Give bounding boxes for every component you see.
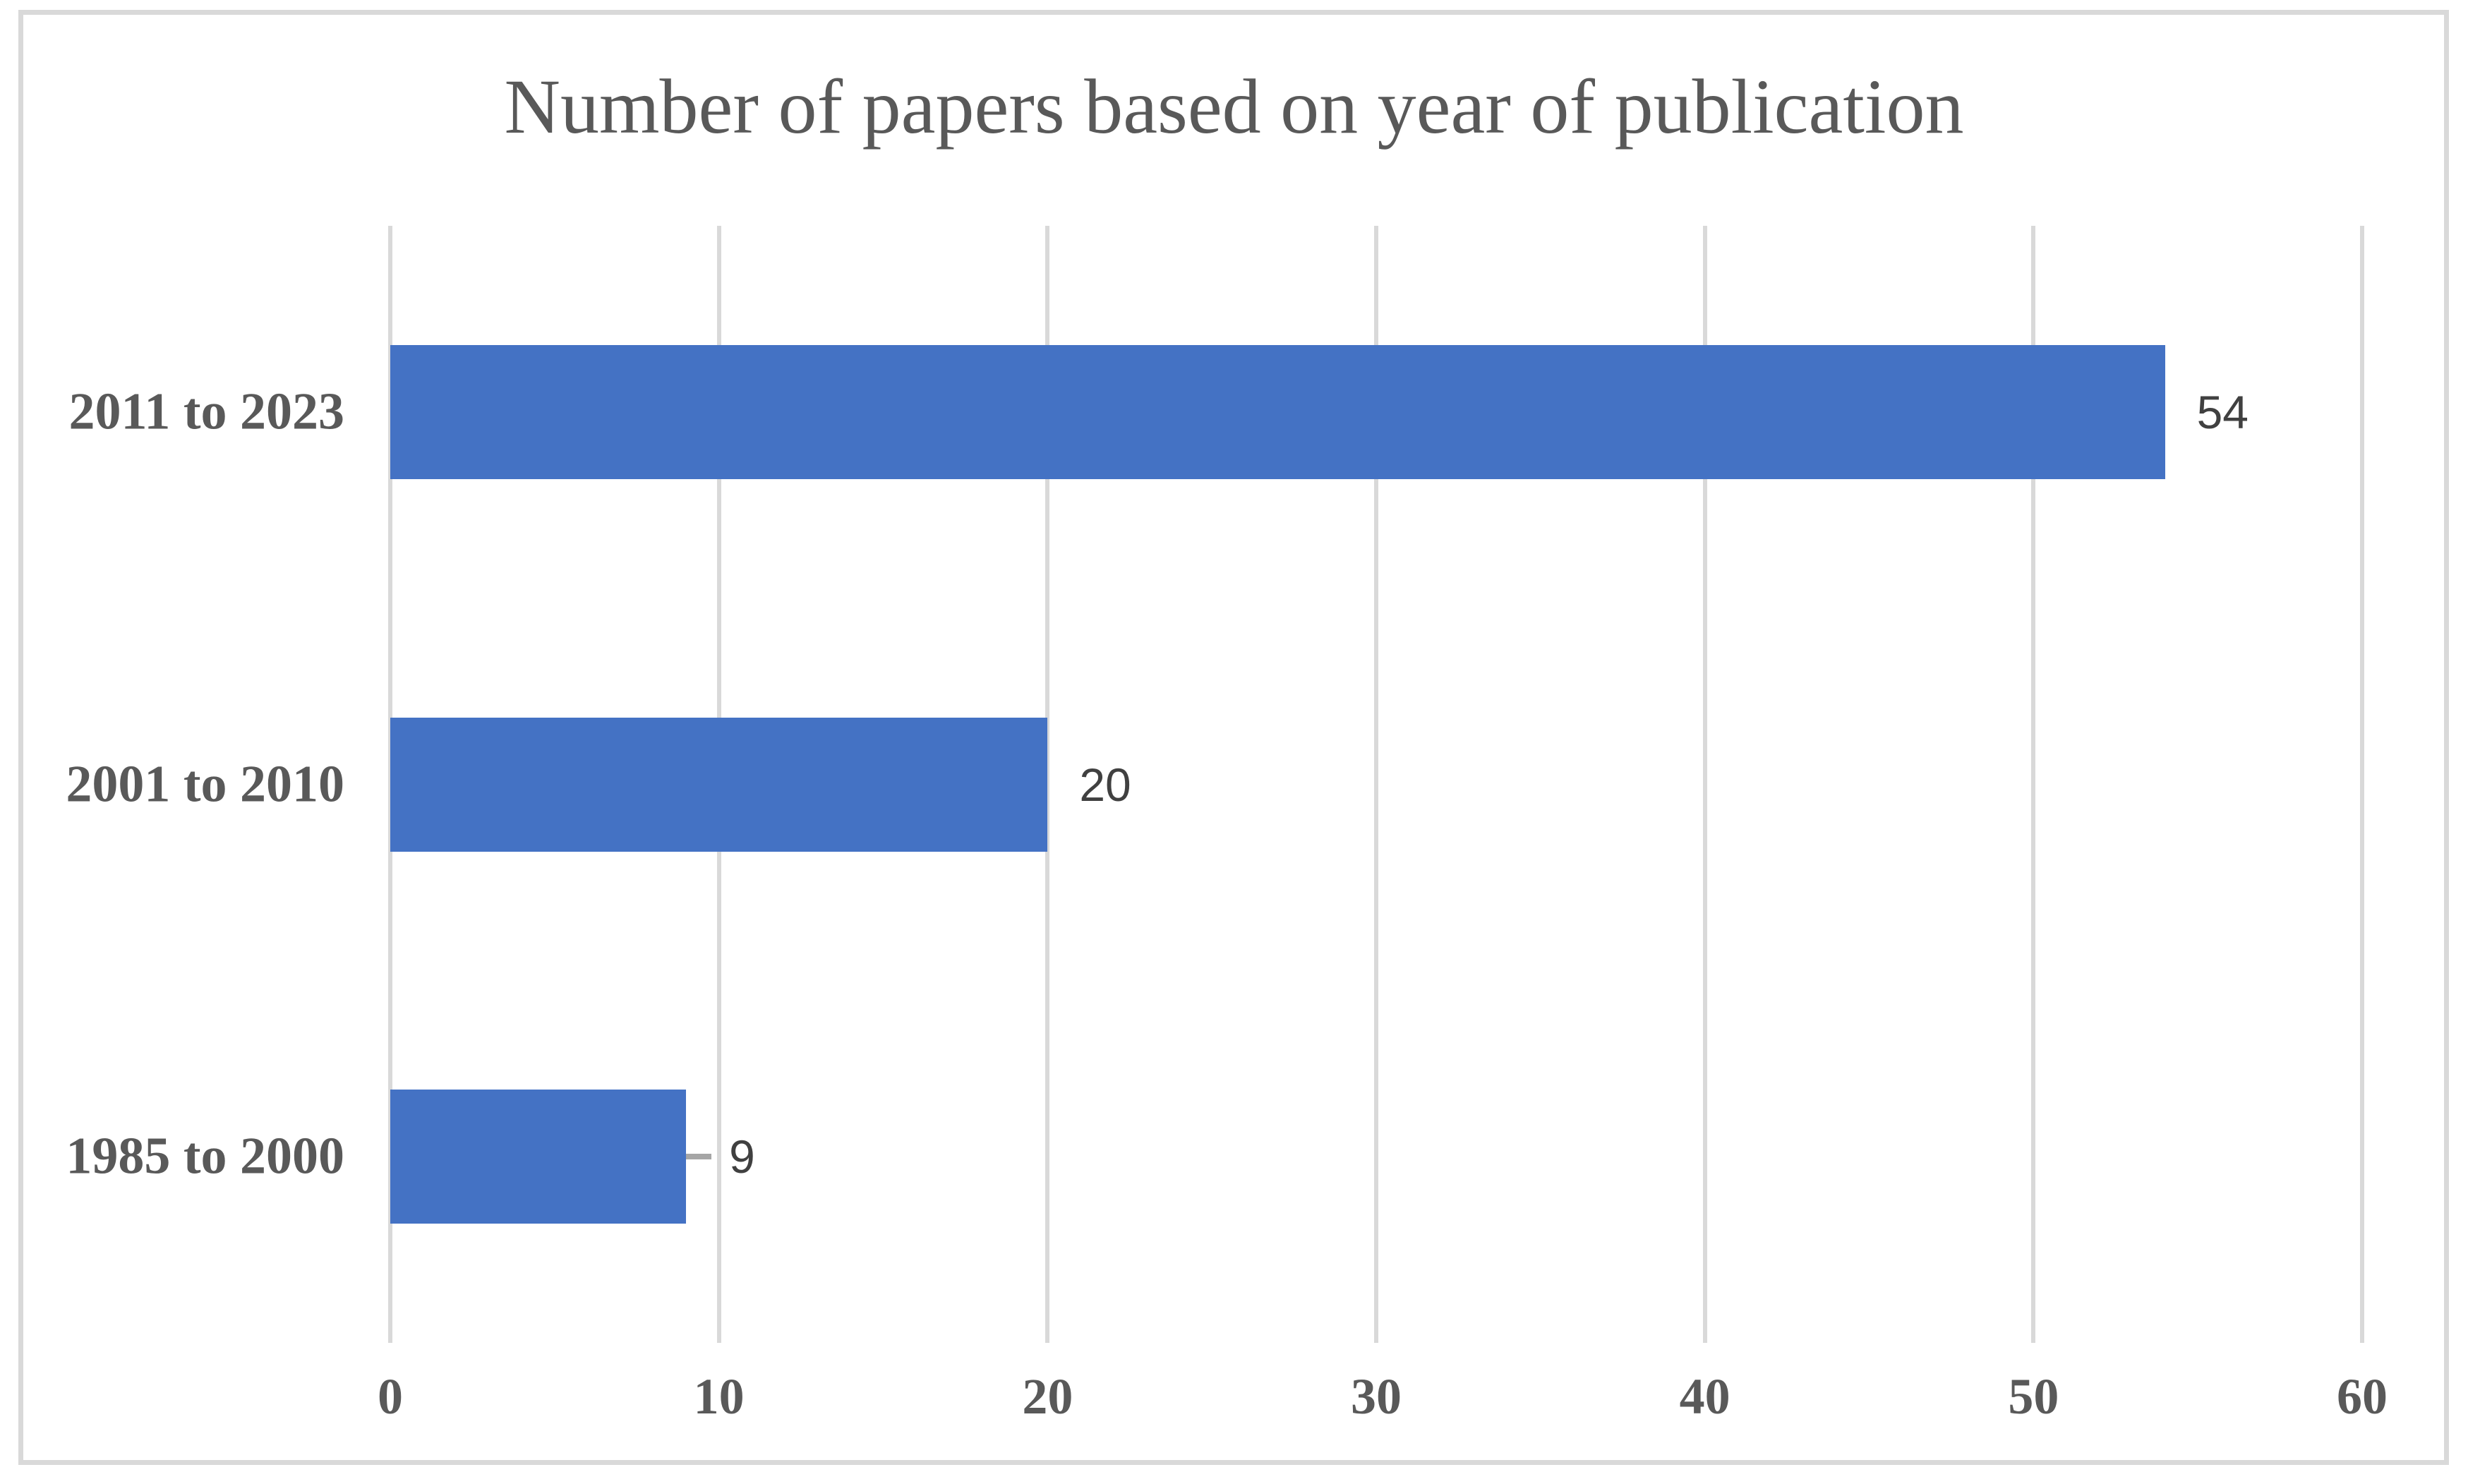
gridline-20 xyxy=(1045,226,1050,1343)
gridline-30 xyxy=(1374,226,1378,1343)
x-tick-label: 40 xyxy=(1679,1368,1730,1425)
data-label: 20 xyxy=(1079,758,1131,811)
x-tick-label: 30 xyxy=(1351,1368,1402,1425)
x-tick-label: 20 xyxy=(1022,1368,1073,1425)
data-label: 9 xyxy=(729,1130,755,1183)
category-label: 2001 to 2010 xyxy=(66,755,344,813)
x-tick-label: 50 xyxy=(2008,1368,2059,1425)
category-label: 1985 to 2000 xyxy=(66,1127,344,1186)
bar-2001-to-2010 xyxy=(390,717,1048,852)
x-tick-label: 10 xyxy=(693,1368,745,1425)
data-label: 54 xyxy=(2196,385,2249,438)
bar-2011-to-2023 xyxy=(390,344,2165,479)
chart-border-frame xyxy=(18,10,2449,1465)
category-label: 2011 to 2023 xyxy=(68,382,344,441)
gridline-50 xyxy=(2031,226,2036,1343)
x-tick-label: 0 xyxy=(378,1368,403,1425)
chart-title: Number of papers based on year of public… xyxy=(504,64,1964,150)
plot-area: 54 20 9 xyxy=(388,226,2364,1343)
x-tick-label: 60 xyxy=(2337,1368,2388,1425)
bar-1985-to-2000 xyxy=(390,1090,687,1224)
gridline-40 xyxy=(1702,226,1707,1343)
data-label-leader-line xyxy=(686,1154,712,1160)
gridline-60 xyxy=(2360,226,2364,1343)
